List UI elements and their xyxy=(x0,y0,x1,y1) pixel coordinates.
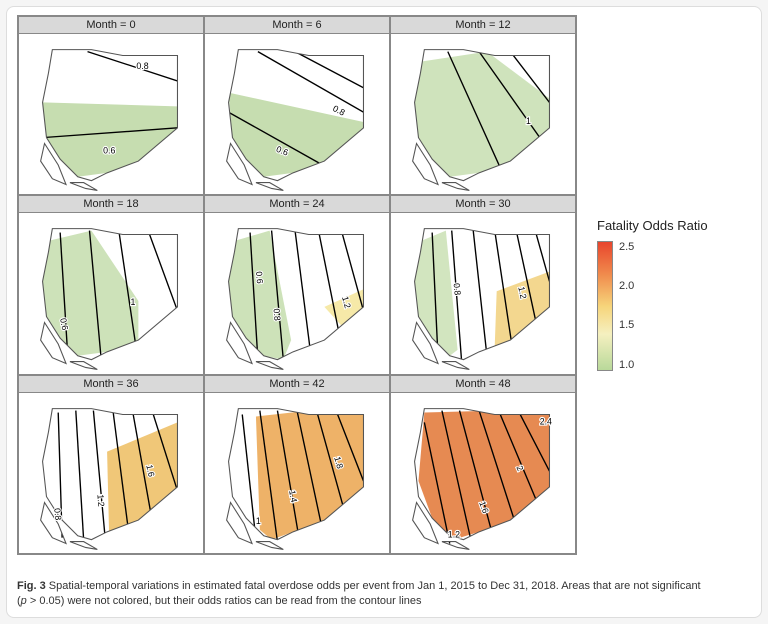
svg-text:1: 1 xyxy=(131,297,136,307)
panel-body: 0.80.6 xyxy=(205,34,389,194)
panel-body: 0.81.2 xyxy=(391,213,575,373)
panel-month: Month = 60.80.6 xyxy=(204,16,390,195)
svg-text:1.2: 1.2 xyxy=(448,529,460,539)
panel-body: 0.61 xyxy=(19,213,203,373)
panel-header: Month = 30 xyxy=(391,196,575,213)
panel-body: 1.21.622.4 xyxy=(391,393,575,553)
panel-body: 11.41.8 xyxy=(205,393,389,553)
svg-text:0.8: 0.8 xyxy=(136,61,148,71)
panel-header: Month = 24 xyxy=(205,196,389,213)
panel-header: Month = 6 xyxy=(205,17,389,34)
panel-month: Month = 300.81.2 xyxy=(390,195,576,374)
svg-text:0.6: 0.6 xyxy=(103,145,115,155)
svg-text:1.2: 1.2 xyxy=(95,494,106,507)
legend-tick: 2.0 xyxy=(619,280,634,292)
legend-colorbar xyxy=(597,241,613,371)
panel-month: Month = 4211.41.8 xyxy=(204,375,390,554)
panel-body: 0.81.21.6 xyxy=(19,393,203,553)
panel-header: Month = 0 xyxy=(19,17,203,34)
figure-caption: Fig. 3 Spatial-temporal variations in es… xyxy=(17,573,751,609)
svg-text:1: 1 xyxy=(256,516,261,526)
panel-header: Month = 42 xyxy=(205,376,389,393)
panel-month: Month = 481.21.622.4 xyxy=(390,375,576,554)
panel-month: Month = 360.81.21.6 xyxy=(18,375,204,554)
legend-ticks: 2.5 2.0 1.5 1.0 xyxy=(619,241,634,371)
caption-line-1: Spatial-temporal variations in estimated… xyxy=(49,580,701,592)
svg-text:0.6: 0.6 xyxy=(58,318,70,332)
svg-text:0.6: 0.6 xyxy=(254,271,265,284)
svg-text:0.8: 0.8 xyxy=(452,283,463,296)
svg-text:0.8: 0.8 xyxy=(52,507,63,520)
panel-month: Month = 180.61 xyxy=(18,195,204,374)
panel-month: Month = 0 0.8 0.6 xyxy=(18,16,204,195)
legend-tick: 2.5 xyxy=(619,241,634,253)
plot-area: Month = 00.80.6Month = 60.80.6Month = 12… xyxy=(17,15,751,573)
figure-card: Month = 00.80.6Month = 60.80.6Month = 12… xyxy=(6,6,762,618)
legend-tick: 1.5 xyxy=(619,319,634,331)
svg-text:1.4: 1.4 xyxy=(287,489,299,503)
panel-body: 1 xyxy=(391,34,575,194)
legend-tick: 1.0 xyxy=(619,359,634,371)
panel-month: Month = 12 1 xyxy=(390,16,576,195)
svg-text:1: 1 xyxy=(526,116,531,126)
legend: Fatality Odds Ratio 2.5 2.0 1.5 1.0 xyxy=(585,15,751,573)
svg-text:0.8: 0.8 xyxy=(272,308,283,321)
svg-text:2.4: 2.4 xyxy=(540,416,552,426)
panel-body: 0.60.81.2 xyxy=(205,213,389,373)
panel-header: Month = 12 xyxy=(391,17,575,34)
panel-month: Month = 240.60.81.2 xyxy=(204,195,390,374)
small-multiples-grid: Month = 00.80.6Month = 60.80.6Month = 12… xyxy=(17,15,577,555)
legend-title: Fatality Odds Ratio xyxy=(597,218,708,233)
panel-header: Month = 18 xyxy=(19,196,203,213)
panel-header: Month = 48 xyxy=(391,376,575,393)
panel-body: 0.8 0.6 xyxy=(19,34,203,194)
legend-bar-wrap: 2.5 2.0 1.5 1.0 xyxy=(597,241,634,371)
panel-header: Month = 36 xyxy=(19,376,203,393)
figure-label: Fig. 3 xyxy=(17,580,46,592)
caption-line-2: (p > 0.05) were not colored, but their o… xyxy=(17,595,422,607)
